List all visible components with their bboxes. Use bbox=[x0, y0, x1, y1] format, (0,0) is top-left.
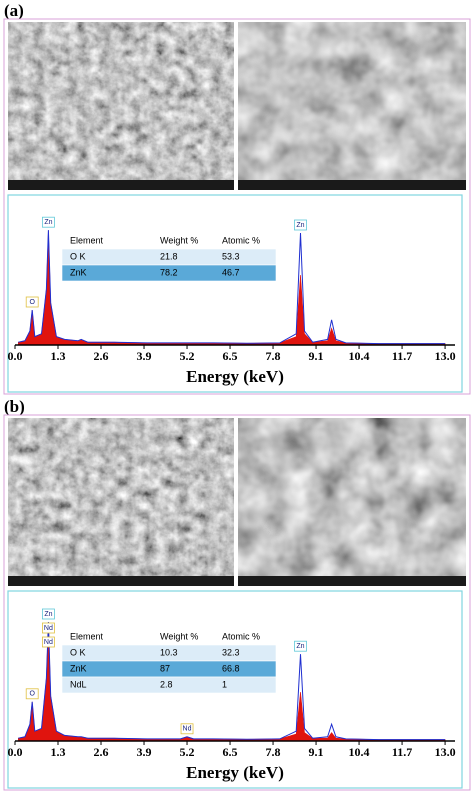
x-tick-label: 1.3 bbox=[51, 349, 66, 363]
peak-label-box bbox=[42, 608, 55, 620]
table-cell: ZnK bbox=[70, 267, 87, 277]
x-tick-label: 5.2 bbox=[180, 349, 195, 363]
sem-image bbox=[8, 418, 234, 586]
panel-label: (a) bbox=[4, 1, 24, 20]
x-axis-label: Energy (keV) bbox=[186, 367, 284, 386]
peak-label: Nd bbox=[183, 726, 192, 733]
table-header: Atomic % bbox=[222, 631, 260, 641]
sem-image bbox=[8, 22, 234, 190]
x-tick-label: 0.0 bbox=[8, 349, 23, 363]
x-tick-label: 11.7 bbox=[392, 745, 412, 759]
x-tick-label: 2.6 bbox=[94, 349, 109, 363]
x-tick-label: 13.0 bbox=[435, 745, 456, 759]
table-cell: 2.8 bbox=[160, 679, 173, 689]
x-tick-label: 7.8 bbox=[266, 349, 281, 363]
table-row bbox=[61, 676, 277, 694]
peak-label-box bbox=[180, 723, 194, 735]
peak-label-box bbox=[294, 640, 307, 652]
peak-label: Nd bbox=[44, 639, 53, 646]
peak-label: Zn bbox=[296, 222, 304, 229]
x-tick-label: 3.9 bbox=[137, 349, 152, 363]
table-cell: 32.3 bbox=[222, 647, 240, 657]
peak-label: O bbox=[29, 691, 35, 698]
peak-label: Zn bbox=[44, 611, 52, 618]
x-tick-label: 10.4 bbox=[349, 349, 370, 363]
peak-label: Nd bbox=[44, 625, 53, 632]
x-tick-label: 11.7 bbox=[392, 349, 412, 363]
table-header: Weight % bbox=[160, 235, 198, 245]
sem-image bbox=[238, 22, 466, 190]
x-tick-label: 0.0 bbox=[8, 745, 23, 759]
panel-label: (b) bbox=[4, 397, 25, 416]
spectrum-frame bbox=[7, 194, 463, 393]
x-tick-label: 13.0 bbox=[435, 349, 456, 363]
x-tick-label: 7.8 bbox=[266, 745, 281, 759]
table-cell: ZnK bbox=[70, 663, 87, 673]
spectrum-line bbox=[18, 230, 446, 345]
table-cell: NdL bbox=[70, 679, 87, 689]
x-tick-label: 9.1 bbox=[309, 349, 324, 363]
table-cell: 21.8 bbox=[160, 251, 178, 261]
sem-info-bar bbox=[8, 576, 234, 586]
sem-info-bar bbox=[8, 180, 234, 190]
x-tick-label: 2.6 bbox=[94, 745, 109, 759]
peak-label-box bbox=[25, 688, 39, 700]
peak-label: Zn bbox=[296, 643, 304, 650]
x-axis-label: Energy (keV) bbox=[186, 763, 284, 782]
x-tick-label: 5.2 bbox=[180, 745, 195, 759]
peak-label-box bbox=[294, 219, 307, 231]
table-row bbox=[61, 264, 277, 282]
peak-label-box bbox=[42, 216, 55, 228]
panel-frame bbox=[3, 18, 471, 395]
peak-label-box bbox=[42, 622, 55, 634]
table-header: Element bbox=[70, 631, 104, 641]
x-tick-label: 9.1 bbox=[309, 745, 324, 759]
x-tick-label: 1.3 bbox=[51, 745, 66, 759]
x-tick-label: 6.5 bbox=[223, 745, 238, 759]
table-cell: 87 bbox=[160, 663, 170, 673]
sem-info-bar bbox=[238, 576, 466, 586]
x-tick-label: 3.9 bbox=[137, 745, 152, 759]
spectrum-line bbox=[18, 621, 446, 741]
table-header: Weight % bbox=[160, 631, 198, 641]
table-cell: 1 bbox=[222, 679, 227, 689]
panel-frame bbox=[3, 414, 471, 791]
peak-label: O bbox=[29, 299, 35, 306]
table-cell: O K bbox=[70, 251, 86, 261]
table-header: Atomic % bbox=[222, 235, 260, 245]
table-cell: 46.7 bbox=[222, 267, 240, 277]
x-tick-label: 6.5 bbox=[223, 349, 238, 363]
table-cell: 10.3 bbox=[160, 647, 178, 657]
x-tick-label: 10.4 bbox=[349, 745, 370, 759]
table-cell: O K bbox=[70, 647, 86, 657]
peak-label-box bbox=[42, 636, 55, 648]
sem-image bbox=[238, 418, 466, 586]
table-cell: 66.8 bbox=[222, 663, 240, 673]
table-cell: 53.3 bbox=[222, 251, 240, 261]
table-cell: 78.2 bbox=[160, 267, 178, 277]
peak-label-box bbox=[25, 296, 39, 308]
table-header: Element bbox=[70, 235, 104, 245]
sem-info-bar bbox=[238, 180, 466, 190]
peak-label: Zn bbox=[44, 219, 52, 226]
